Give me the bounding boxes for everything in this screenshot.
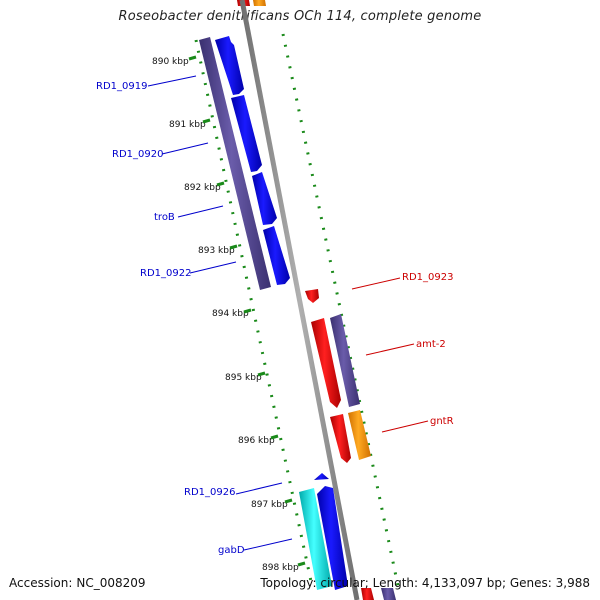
gene-label-amt-2: amt-2: [416, 339, 446, 350]
callout-line-rd1-0922: [189, 261, 237, 274]
callout-line-amt-2: [365, 343, 415, 356]
accession-value: NC_008209: [76, 576, 146, 590]
genome-summary: Topology: circular; Length: 4,133,097 bp…: [260, 576, 590, 590]
callout-line-gntr: [381, 420, 429, 433]
tick-label-895: 895 kbp: [225, 373, 262, 383]
cds-arrow-gntr-red: [330, 414, 351, 463]
cds-arrow-trob: [252, 172, 277, 225]
tick-mark-894: [243, 308, 252, 314]
cds-arrow-gabd: [317, 486, 348, 590]
callout-line-gabd: [243, 538, 293, 551]
tick-mark-890: [188, 55, 197, 61]
cds-arrow-gntr: [348, 410, 371, 460]
tick-label-893: 893 kbp: [198, 246, 235, 256]
callout-line-trob: [177, 205, 224, 218]
cds-arrow-rd1-0926: [314, 473, 329, 480]
map-title: Roseobacter denitrificans OCh 114, compl…: [118, 9, 482, 24]
feature-top-orange: [253, 0, 266, 6]
gene-label-trob: troB: [154, 212, 175, 223]
genome-backbone: [239, 0, 360, 600]
accession-info: Accession: NC_008209: [9, 576, 146, 590]
feature-bottom-purple: [381, 588, 396, 600]
tick-mark-897: [284, 498, 293, 504]
tick-mark-893: [229, 244, 238, 250]
gene-label-rd1-0926: RD1_0926: [184, 487, 235, 498]
callout-line-rd1-0923: [351, 277, 401, 290]
tick-mark-895: [257, 371, 266, 377]
gene-label-rd1-0922: RD1_0922: [140, 268, 191, 279]
cds-arrow-rd1-0922: [263, 226, 290, 285]
gene-bar-reverse: [330, 314, 360, 407]
gene-bar-forward: [199, 37, 271, 290]
tick-mark-896: [270, 434, 279, 440]
cds-arrow-rd1-0920: [231, 95, 262, 172]
callout-line-rd1-0926: [235, 482, 283, 495]
tick-label-891: 891 kbp: [169, 120, 206, 130]
tick-mark-891: [202, 118, 211, 124]
gene-label-rd1-0919: RD1_0919: [96, 81, 147, 92]
callout-line-rd1-0920: [161, 142, 209, 155]
callout-line-rd1-0919: [147, 75, 197, 87]
gene-label-gabd: gabD: [218, 545, 245, 556]
tick-label-894: 894 kbp: [212, 309, 249, 319]
tick-label-896: 896 kbp: [238, 436, 275, 446]
tick-label-898: 898 kbp: [262, 563, 299, 573]
cds-arrow-rd1-0919: [215, 36, 244, 95]
cds-bar-cyan: [299, 488, 332, 590]
cds-arrow-amt-2: [311, 318, 341, 408]
gene-label-gntr: gntR: [430, 416, 454, 427]
cds-arrow-rd1-0923: [305, 289, 319, 303]
tick-label-897: 897 kbp: [251, 500, 288, 510]
accession-label: Accession:: [9, 576, 73, 590]
gene-label-rd1-0923: RD1_0923: [402, 272, 453, 283]
tick-mark-892: [216, 181, 225, 187]
tick-label-892: 892 kbp: [184, 183, 221, 193]
gene-label-rd1-0920: RD1_0920: [112, 149, 163, 160]
tick-mark-898: [297, 561, 306, 567]
tick-label-890: 890 kbp: [152, 57, 189, 67]
feature-bottom-red: [361, 588, 374, 600]
